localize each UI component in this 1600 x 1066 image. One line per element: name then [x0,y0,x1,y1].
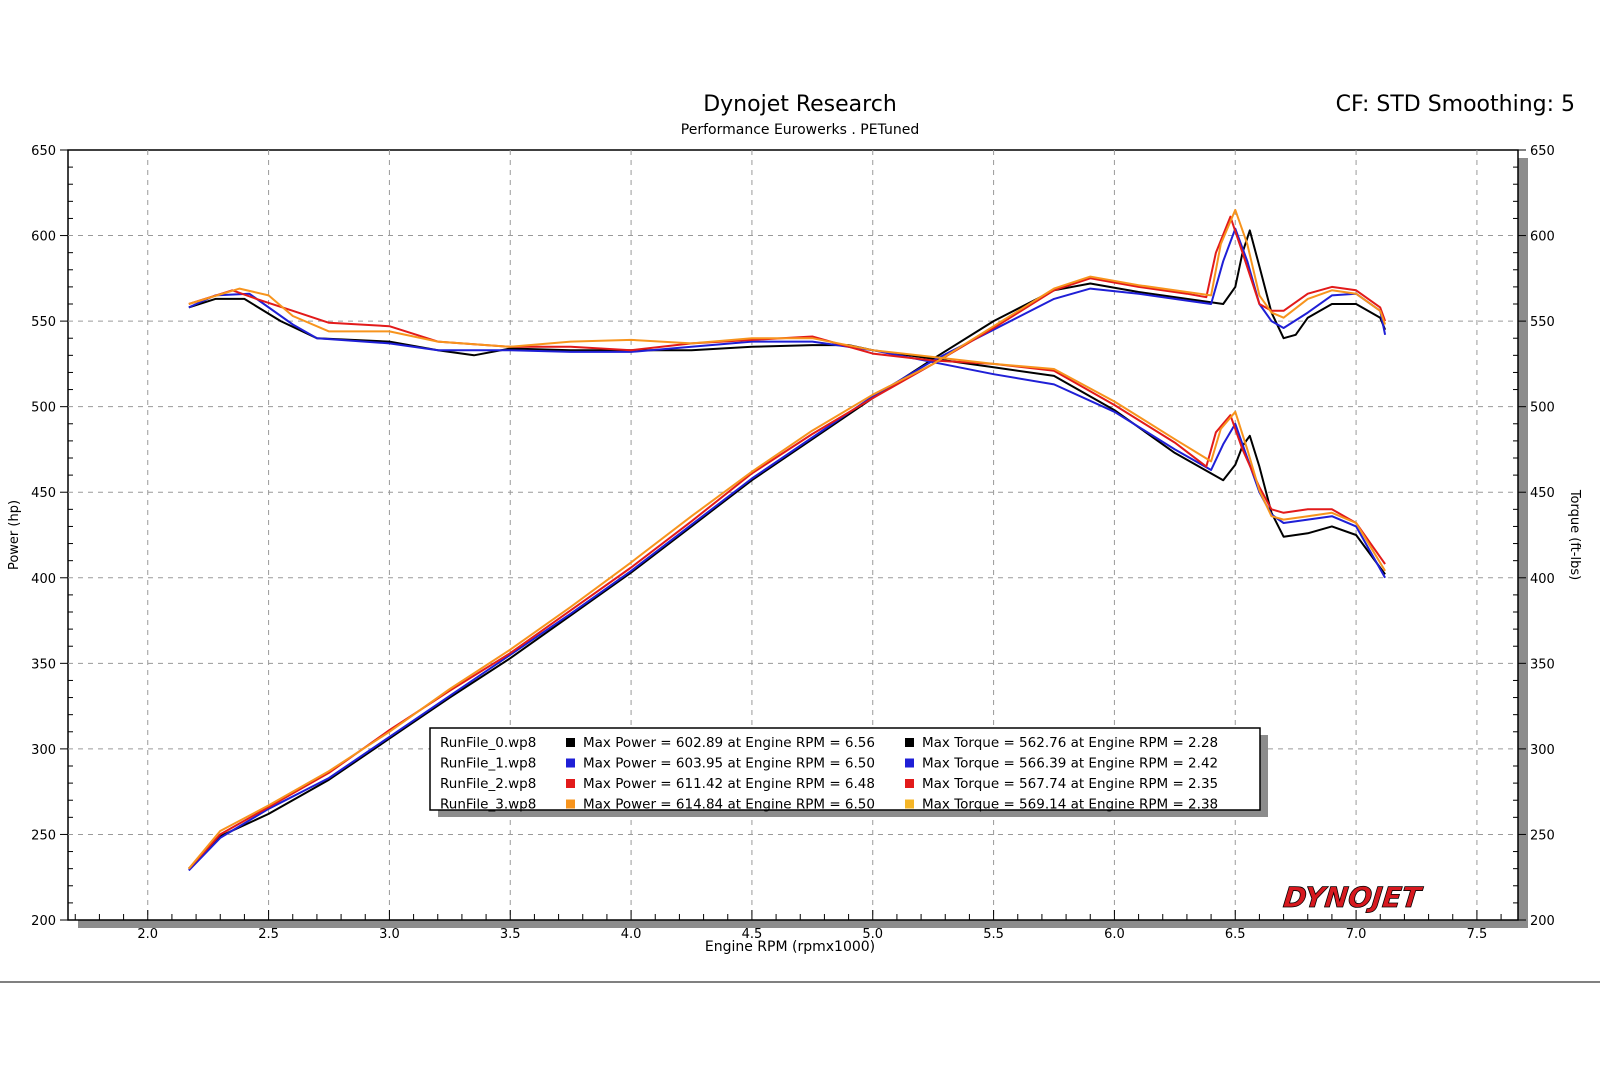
y-axis-left-label: Power (hp) [7,500,22,570]
y-tick-label-right: 300 [1530,743,1555,758]
x-tick-label: 7.0 [1346,927,1367,942]
x-tick-label: 3.0 [379,927,400,942]
y-tick-label-left: 350 [31,657,56,672]
y-tick-label-left: 500 [31,401,56,416]
series-line-power-1 [188,227,1387,872]
y-tick-label-left: 650 [31,144,56,159]
x-tick-label: 4.5 [742,927,763,942]
x-tick-label: 2.5 [258,927,279,942]
y-tick-label-left: 250 [31,828,56,843]
legend-file-name: RunFile_2.wp8 [440,776,536,792]
legend-max-power: Max Power = 603.95 at Engine RPM = 6.50 [583,756,875,772]
legend-file-name: RunFile_1.wp8 [440,756,536,772]
series-line-torque-2 [188,289,1386,565]
chart-title: Dynojet Research [703,92,897,117]
legend-power-swatch [566,758,575,768]
y-tick-label-right: 500 [1530,401,1555,416]
y-tick-label-right: 450 [1530,486,1555,501]
y-tick-label-left: 600 [31,230,56,245]
legend-power-swatch [566,779,575,788]
legend-max-torque: Max Torque = 569.14 at Engine RPM = 2.38 [922,797,1218,813]
axes: 2.0 2.5 3.0 3.5 4.0 4.5 5.0 5.5 6.0 6.5 7.0 7.5 200 2… [31,144,1555,942]
x-axis-label: Engine RPM (rpmx1000) [705,939,875,955]
series-line-torque-3 [188,287,1386,572]
y-tick-label-left: 200 [31,914,56,929]
series-lines [188,208,1387,872]
x-tick-label: 6.5 [1225,927,1246,942]
legend-torque-swatch [905,779,914,788]
y-tick-label-left: 400 [31,572,56,587]
legend-torque-swatch [905,799,914,809]
dynojet-logo: DYNOJET [1282,881,1424,914]
y-tick-label-right: 650 [1530,144,1555,159]
y-tick-label-left: 300 [31,743,56,758]
x-tick-label: 6.0 [1104,927,1125,942]
series-line-power-3 [188,208,1387,870]
y-tick-label-right: 600 [1530,230,1555,245]
y-tick-label-left: 450 [31,486,56,501]
x-tick-label: 3.5 [500,927,521,942]
y-axis-right-label: Torque (ft-lbs) [1567,489,1582,580]
series-line-power-0 [188,229,1387,870]
x-tick-label: 7.5 [1467,927,1488,942]
legend-torque-swatch [905,758,914,768]
y-tick-label-right: 550 [1530,315,1555,330]
legend-max-power: Max Power = 602.89 at Engine RPM = 6.56 [583,735,875,751]
legend-max-power: Max Power = 611.42 at Engine RPM = 6.48 [583,776,875,792]
legend-max-torque: Max Torque = 567.74 at Engine RPM = 2.35 [922,776,1218,792]
x-tick-label: 5.5 [983,927,1004,942]
y-tick-label-right: 400 [1530,572,1555,587]
chart-subtitle: Performance Eurowerks . PETuned [681,122,919,138]
y-tick-label-right: 350 [1530,657,1555,672]
legend-torque-swatch [905,738,914,747]
x-tick-label: 5.0 [862,927,883,942]
correction-factor-label: CF: STD Smoothing: 5 [1336,92,1575,117]
legend-max-power: Max Power = 614.84 at Engine RPM = 6.50 [583,797,875,813]
series-line-power-2 [188,215,1387,870]
legend-file-name: RunFile_3.wp8 [440,797,536,813]
legend-power-swatch [566,738,575,747]
legend-file-name: RunFile_0.wp8 [440,735,536,751]
x-tick-label: 4.0 [621,927,642,942]
y-tick-label-right: 250 [1530,828,1555,843]
legend-max-torque: Max Torque = 562.76 at Engine RPM = 2.28 [922,735,1218,751]
legend-max-torque: Max Torque = 566.39 at Engine RPM = 2.42 [922,756,1218,772]
legend-power-swatch [566,799,575,809]
x-tick-label: 2.0 [137,927,158,942]
y-tick-label-left: 550 [31,315,56,330]
legend: RunFile_0.wp8 Max Power = 602.89 at Engin… [429,727,1268,817]
y-tick-label-right: 200 [1530,914,1555,929]
